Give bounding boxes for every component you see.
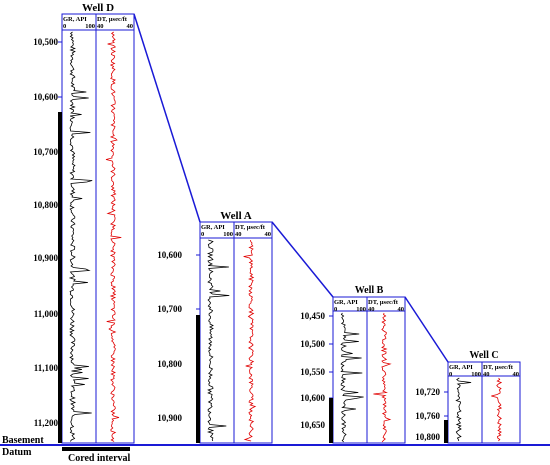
dt-scale-max: 40 [265, 231, 272, 238]
depth-label: 10,760 [415, 411, 440, 421]
depth-label: 10,900 [33, 253, 58, 263]
dt-curve [373, 312, 392, 443]
gr-track-title: GR, API [63, 16, 87, 23]
well-title: Well C [469, 350, 498, 361]
gr-scale-max: 100 [471, 371, 481, 378]
gr-curve [340, 312, 364, 443]
depth-label: 10,600 [300, 393, 325, 403]
well-title: Well B [355, 285, 384, 296]
depth-label: 10,450 [300, 311, 325, 321]
correlation-line [271, 221, 334, 298]
dt-curve [105, 31, 122, 442]
track-frame [332, 296, 406, 444]
gr-scale-min: 0 [449, 371, 452, 378]
correlation-line [133, 13, 201, 223]
depth-label: 10,720 [415, 387, 440, 397]
dt-scale-min: 40 [235, 231, 242, 238]
depth-label: 10,500 [33, 37, 58, 47]
cored-interval-legend-label: Cored interval [68, 453, 131, 464]
dt-track-title: DT, µsec/ft [368, 299, 399, 306]
dt-scale-min: 40 [483, 371, 490, 378]
depth-label: 10,600 [33, 92, 58, 102]
depth-label: 10,800 [157, 359, 182, 369]
gr-scale-min: 0 [334, 306, 337, 313]
gr-curve [455, 377, 472, 442]
gr-track-title: GR, API [334, 299, 358, 306]
datum-label: Datum [2, 447, 32, 458]
gr-scale-min: 0 [63, 23, 66, 30]
well-title: Well D [82, 2, 114, 14]
gr-scale-max: 100 [85, 23, 95, 30]
gr-scale-min: 0 [201, 231, 204, 238]
depth-label: 10,700 [33, 147, 58, 157]
dt-scale-min: 40 [97, 23, 104, 30]
depth-label: 11,100 [34, 363, 59, 373]
dt-scale-min: 40 [368, 306, 375, 313]
dt-scale-max: 40 [513, 371, 520, 378]
dt-curve [491, 377, 503, 442]
dt-scale-max: 40 [398, 306, 405, 313]
track-frame [447, 361, 521, 444]
depth-label: 10,800 [33, 200, 58, 210]
gr-scale-max: 100 [356, 306, 366, 313]
well-title: Well A [220, 210, 252, 222]
gr-curve [207, 239, 230, 442]
depth-label: 10,700 [157, 304, 182, 314]
dt-track-title: DT, µsec/ft [97, 16, 128, 23]
depth-label: 11,000 [34, 309, 59, 319]
depth-label: 10,900 [157, 413, 182, 423]
dt-track-title: DT, µsec/ft [235, 224, 266, 231]
depth-label: 11,200 [34, 418, 59, 428]
dt-scale-max: 40 [127, 23, 134, 30]
depth-label: 10,650 [300, 420, 325, 430]
depth-label: 10,600 [157, 250, 182, 260]
gr-track-title: GR, API [201, 224, 225, 231]
depth-label: 10,800 [415, 432, 440, 442]
correlation-line [404, 296, 449, 363]
correlation-lines [133, 13, 449, 363]
gr-scale-max: 100 [223, 231, 233, 238]
depth-label: 10,500 [300, 339, 325, 349]
depth-label: 10,550 [300, 367, 325, 377]
dt-track-title: DT, µsec/ft [483, 364, 514, 371]
gr-track-title: GR, API [449, 364, 473, 371]
basement-label: Basement [2, 435, 44, 446]
dt-curve [243, 239, 257, 442]
gr-curve [68, 31, 93, 442]
